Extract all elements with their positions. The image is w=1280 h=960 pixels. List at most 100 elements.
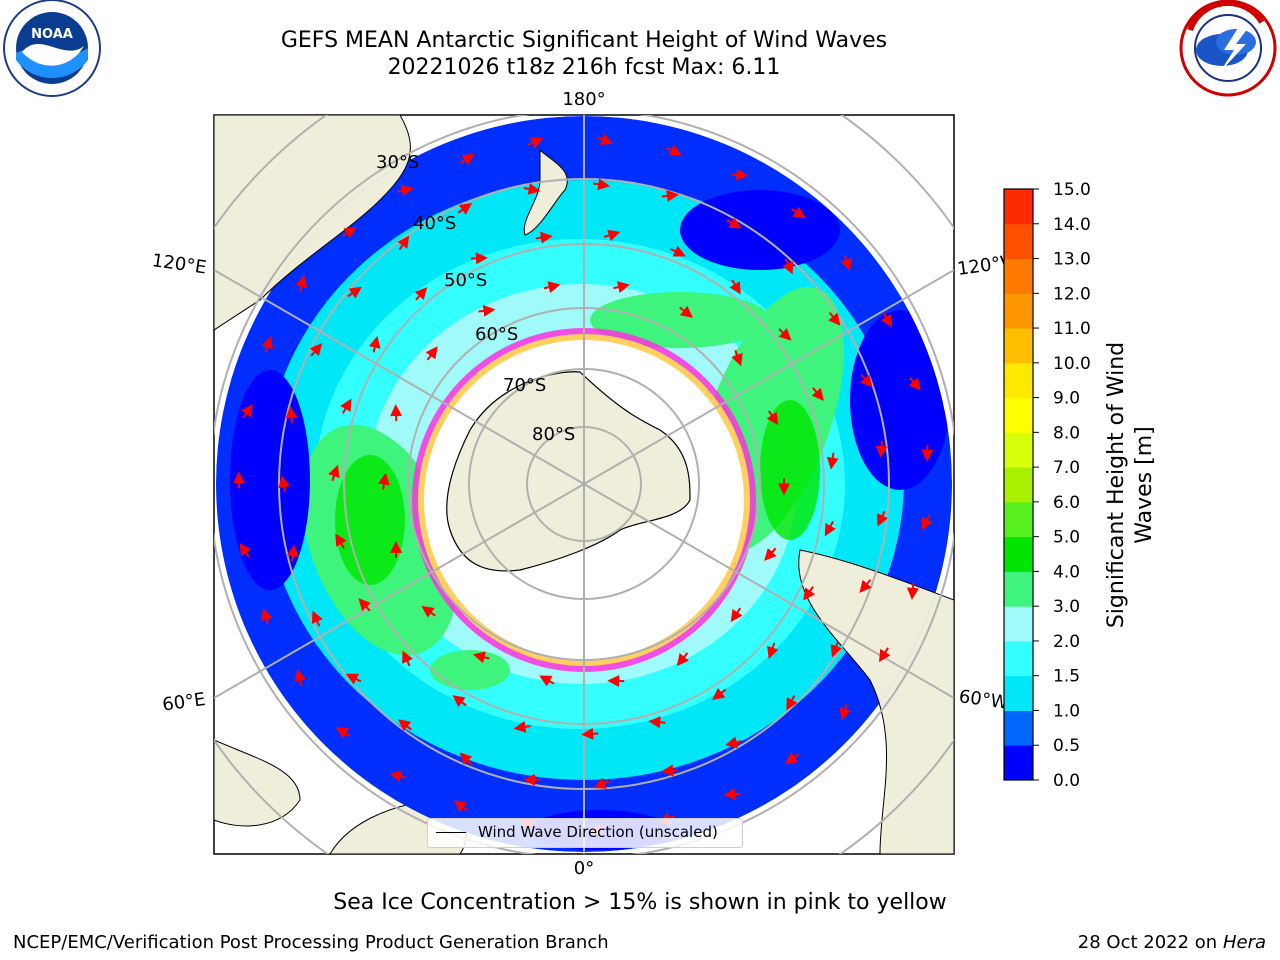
colorbar-segment: [1004, 258, 1033, 294]
wave-direction-arrow: [328, 464, 340, 482]
noaa-logo-text: NOAA: [31, 27, 73, 42]
wave-direction-arrow: [878, 647, 891, 663]
lon-label-60w: 60°W: [958, 686, 1010, 714]
nws-logo: [1179, 0, 1277, 97]
wave-direction-arrow: [377, 472, 390, 490]
wave-direction-arrow: [239, 542, 252, 558]
wave-direction-arrow: [425, 346, 438, 361]
wave-direction-arrow: [597, 133, 614, 145]
wave-direction-arrow: [826, 452, 839, 470]
wave-direction-arrow: [278, 475, 291, 493]
wave-direction-arrow: [712, 687, 727, 700]
colorbar-segment: [1004, 710, 1033, 746]
wave-direction-arrow: [859, 579, 872, 593]
wave-direction-arrow: [803, 586, 816, 601]
wave-direction-arrow: [839, 704, 851, 721]
wave-direction-arrow: [335, 727, 351, 739]
colorbar-segment: [1004, 432, 1033, 468]
antarctica-land: [446, 371, 691, 572]
wave-direction-arrow: [368, 335, 381, 353]
lat-label-40s: 40°S: [413, 213, 456, 234]
colorbar-tick-label: 1.0: [1053, 701, 1080, 721]
colorbar-segment: [1004, 223, 1033, 260]
noaa-logo: NOAA: [3, 0, 101, 97]
chart-subtitle: 20221026 t18z 216h fcst Max: 6.11: [387, 55, 781, 80]
wave-direction-arrow: [309, 343, 323, 357]
wave-direction-arrow: [778, 328, 792, 341]
wave-direction-arrow: [472, 651, 490, 664]
wave-direction-arrow: [790, 206, 806, 219]
wave-direction-arrow: [725, 736, 742, 749]
wave-direction-arrow: [603, 229, 621, 242]
wave-direction-arrow: [460, 153, 475, 166]
wave-direction-arrow: [261, 335, 273, 353]
colorbar-segment: [1004, 640, 1033, 677]
new-zealand-land: [523, 148, 568, 236]
wave-direction-arrow: [459, 752, 473, 766]
colorbar-tick-label: 1.5: [1053, 667, 1080, 687]
legend-line-sample: [436, 832, 466, 833]
wave-direction-arrow: [593, 777, 610, 789]
wave-direction-arrow: [786, 695, 798, 711]
colorbar-tick-label: 2.0: [1053, 632, 1080, 652]
colorbar-tick-label: 9.0: [1053, 389, 1080, 409]
wave-direction-arrow: [766, 410, 779, 426]
footer-host: Hera: [1222, 932, 1266, 953]
wave-direction-arrow: [285, 406, 298, 424]
wave-direction-arrow: [345, 673, 362, 685]
wave-direction-arrow: [295, 274, 308, 292]
wave-direction-arrow: [389, 770, 407, 783]
wave-direction-arrow: [523, 183, 541, 195]
wave-direction-arrow: [860, 374, 873, 388]
wave-direction-arrow: [648, 716, 666, 729]
wave-direction-arrow: [470, 252, 488, 265]
colorbar-label-line2: Waves [m]: [1132, 426, 1157, 543]
wave-direction-arrow: [294, 668, 307, 686]
colorbar-tick-label: 15.0: [1053, 180, 1091, 200]
wave-direction-arrow: [906, 582, 919, 600]
footer-credit: NCEP/EMC/Verification Post Processing Pr…: [13, 932, 609, 953]
wave-direction-arrow: [830, 641, 842, 658]
colorbar-segment: [1004, 293, 1033, 329]
wave-direction-arrow: [397, 235, 410, 251]
legend-label: Wind Wave Direction (unscaled): [478, 823, 718, 841]
wave-direction-arrow: [311, 610, 323, 627]
colorbar-tick-label: 8.0: [1053, 423, 1080, 443]
wave-direction-arrow: [335, 533, 347, 549]
wave-direction-arrow: [421, 605, 436, 618]
wave-direction-arrow: [661, 189, 679, 202]
colorbar-tick-label: 11.0: [1053, 319, 1091, 339]
wave-direction-arrow: [581, 727, 599, 740]
colorbar-tick-label: 4.0: [1053, 562, 1080, 582]
wave-direction-arrow: [828, 312, 841, 326]
lat-label-70s: 70°S: [503, 375, 546, 396]
colorbar-tick-label: 6.0: [1053, 493, 1080, 513]
colorbar-segment: [1004, 745, 1033, 781]
colorbar-segment: [1004, 606, 1033, 642]
wave-direction-arrow: [347, 286, 362, 299]
lon-label-0: 0°: [574, 858, 594, 879]
wave-direction-arrow: [767, 642, 779, 660]
colorbar-tick-label: 12.0: [1053, 284, 1091, 304]
wave-direction-arrow: [341, 226, 357, 239]
colorbar-tick-label: 0.0: [1053, 771, 1080, 791]
wave-direction-arrow: [875, 440, 888, 458]
lat-label-30s: 30°S: [376, 152, 419, 173]
chart-title: GEFS MEAN Antarctic Significant Height o…: [280, 28, 888, 53]
wave-direction-arrow: [402, 650, 414, 667]
lon-label-60e: 60°E: [161, 689, 207, 716]
colorbar: 0.0 0.5 1.0 1.5 2.0 3.0 4.0 5.0 6.0 7.0 8.0 9.0 10.0…: [1003, 180, 1157, 791]
colorbar-tick-label: 10.0: [1053, 354, 1091, 374]
wave-direction-arrow: [784, 752, 800, 765]
lon-label-180: 180°: [562, 89, 605, 110]
wave-direction-arrow: [527, 137, 544, 149]
land-lower-left: [214, 739, 301, 827]
wave-direction-arrow: [729, 279, 741, 295]
wave-direction-arrow: [340, 398, 352, 414]
wave-direction-arrow: [513, 720, 531, 733]
colorbar-segment: [1004, 675, 1033, 711]
lon-label-120e: 120°E: [151, 250, 208, 278]
colorbar-tick-label: 0.5: [1053, 736, 1080, 756]
wave-direction-arrow: [478, 304, 496, 317]
